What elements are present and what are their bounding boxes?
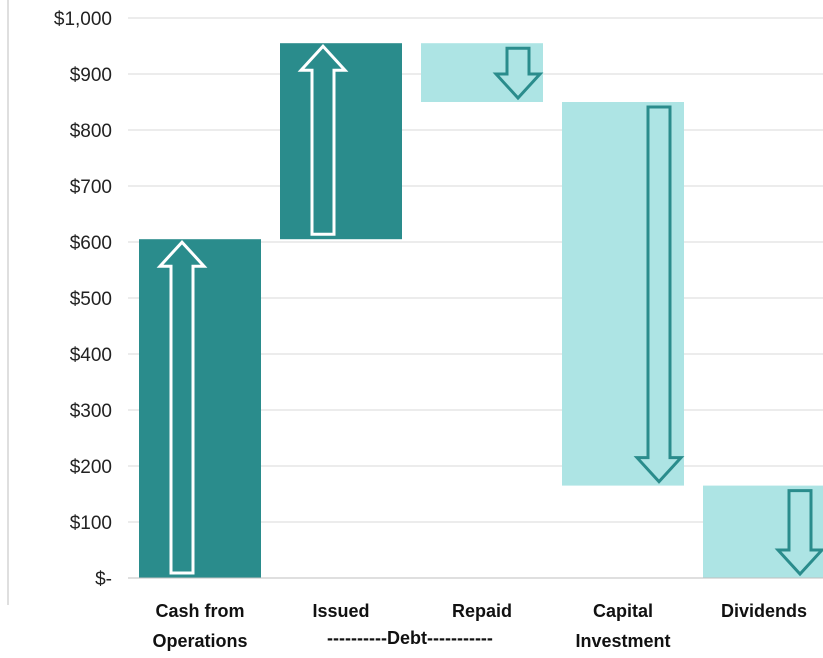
y-tick-label: $900: [70, 65, 112, 86]
bar: [421, 43, 543, 102]
y-tick-label: $800: [70, 121, 112, 142]
down-arrow-icon: [492, 46, 544, 101]
y-axis-tick-labels: $- $100 $200 $300 $400 $500 $600 $700 $800 $900 $1…: [54, 9, 112, 590]
x-category-label: Repaid: [452, 601, 512, 621]
x-category-label: Dividends: [721, 601, 807, 621]
up-arrow-icon: [297, 43, 349, 236]
y-tick-label: $700: [70, 177, 112, 198]
y-tick-label: $600: [70, 233, 112, 254]
y-tick-label: $1,000: [54, 9, 112, 30]
debt-group-label: ----------Debt-----------: [327, 628, 493, 648]
bar: [703, 485, 823, 578]
down-arrow-icon: [633, 105, 685, 484]
x-category-label: Issued: [312, 601, 369, 621]
y-tick-label: $400: [70, 345, 112, 366]
down-arrow-icon: [774, 489, 823, 577]
y-tick-label: $200: [70, 457, 112, 478]
y-tick-label: $100: [70, 513, 112, 534]
y-tick-label: $500: [70, 289, 112, 310]
bar: [280, 43, 402, 240]
x-category-label: Capital Investment: [575, 601, 670, 651]
bars: [139, 43, 823, 578]
bar: [139, 239, 261, 578]
y-tick-label: $300: [70, 401, 112, 422]
x-category-label: Cash from Operations: [152, 601, 247, 651]
y-tick-label: $-: [95, 569, 112, 590]
direction-arrows: [156, 43, 823, 577]
up-arrow-icon: [156, 239, 208, 575]
bar: [562, 102, 684, 486]
x-axis-category-labels: Cash from Operations Issued Repaid Capital In…: [152, 601, 807, 651]
